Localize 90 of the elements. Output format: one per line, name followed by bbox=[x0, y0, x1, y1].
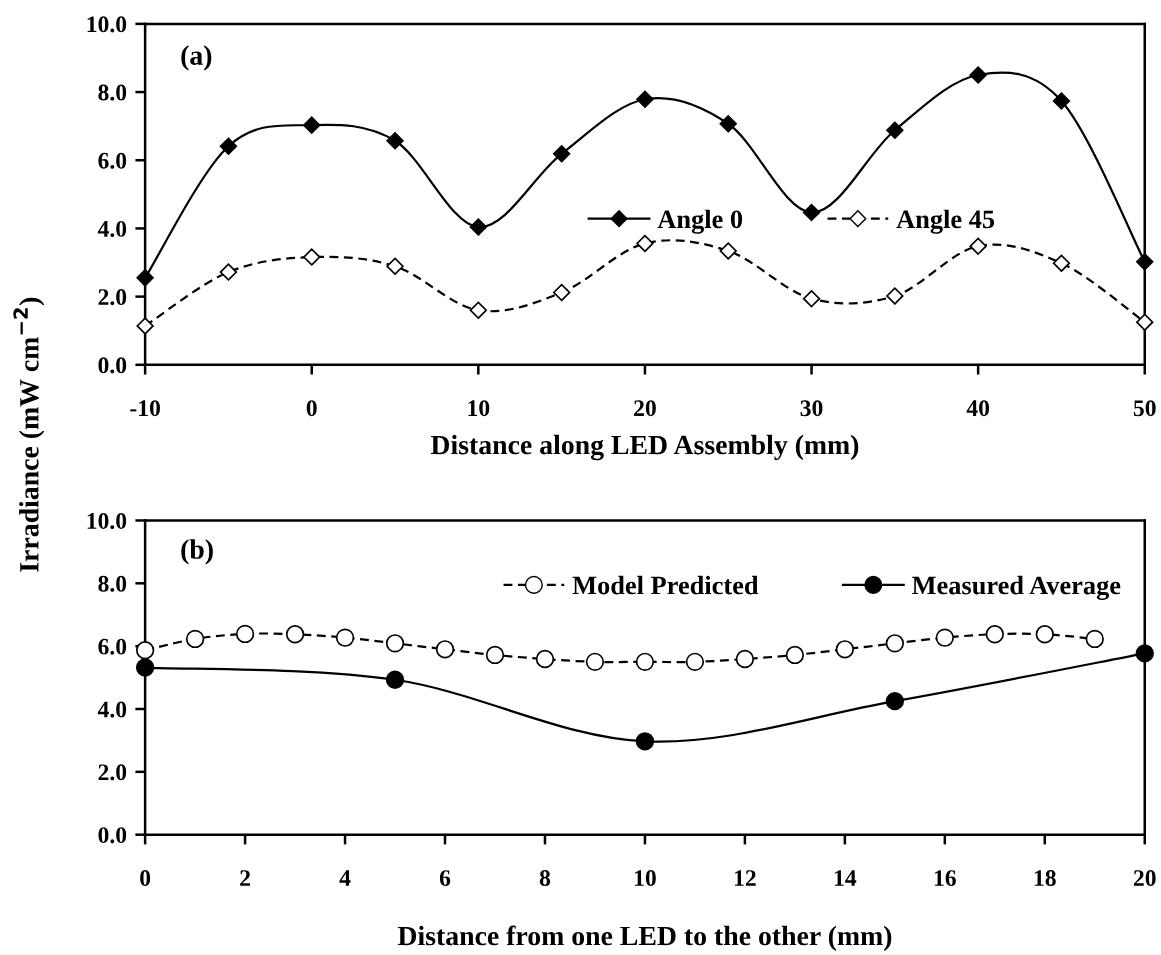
x-tick-label: 6 bbox=[439, 870, 451, 887]
point bbox=[635, 732, 655, 751]
point bbox=[435, 640, 455, 659]
point bbox=[385, 670, 405, 689]
x-tick-label: 20 bbox=[1133, 870, 1156, 887]
point bbox=[802, 289, 821, 308]
point bbox=[219, 137, 238, 155]
y-tick-label: 10.0 bbox=[87, 512, 127, 529]
x-tick-label: 18 bbox=[1034, 870, 1056, 887]
y-tick-label: 4.0 bbox=[97, 220, 127, 237]
point bbox=[185, 629, 205, 649]
point bbox=[535, 649, 555, 669]
point bbox=[935, 628, 954, 647]
point bbox=[985, 625, 1004, 644]
point bbox=[636, 90, 654, 108]
legend-label: Angle 0 bbox=[657, 209, 743, 234]
x-tick-label: 10 bbox=[635, 870, 656, 887]
point bbox=[1136, 253, 1154, 271]
point bbox=[485, 645, 505, 665]
point bbox=[969, 66, 987, 84]
y-tick-label: 0.0 bbox=[98, 827, 127, 844]
x-tick-label: 50 bbox=[1133, 400, 1156, 417]
legend-label: Angle 45 bbox=[896, 209, 995, 234]
y-tick-label: 2.0 bbox=[98, 764, 127, 781]
point bbox=[385, 634, 405, 653]
x-tick-label: 10 bbox=[468, 400, 490, 417]
point bbox=[885, 691, 905, 711]
point bbox=[886, 287, 904, 305]
annotation: (b) bbox=[181, 539, 213, 565]
point bbox=[136, 317, 154, 335]
point bbox=[1052, 254, 1071, 272]
point bbox=[585, 652, 605, 672]
legend-label: Model Predicted bbox=[572, 575, 759, 595]
y-tick-label: 0.0 bbox=[98, 357, 127, 374]
point bbox=[785, 645, 805, 665]
point bbox=[335, 628, 355, 647]
point bbox=[386, 132, 404, 150]
annotation: (a) bbox=[181, 45, 212, 71]
point bbox=[386, 257, 404, 275]
point bbox=[719, 242, 737, 260]
point bbox=[136, 269, 154, 287]
point bbox=[552, 283, 571, 302]
point bbox=[835, 640, 855, 659]
point bbox=[719, 115, 737, 133]
point bbox=[469, 218, 488, 236]
x-tick-label: 16 bbox=[934, 870, 956, 887]
x-axis-title: Distance from one LED to the other (mm) bbox=[397, 925, 892, 951]
point bbox=[1035, 625, 1054, 644]
point bbox=[1052, 92, 1071, 110]
point bbox=[1135, 644, 1154, 663]
point bbox=[685, 652, 705, 672]
point bbox=[1136, 313, 1154, 331]
point bbox=[969, 237, 987, 255]
point bbox=[635, 652, 655, 672]
x-tick-label: 0 bbox=[306, 400, 317, 417]
point bbox=[636, 234, 654, 253]
x-tick-label: 2 bbox=[240, 870, 250, 886]
point bbox=[552, 145, 571, 163]
x-tick-label: 12 bbox=[734, 870, 756, 886]
y-tick-label: 6.0 bbox=[98, 638, 127, 655]
point bbox=[735, 649, 755, 669]
x-tick-label: 20 bbox=[634, 400, 656, 417]
y-axis-title: Irradiance (mW cm$^{−2}$) bbox=[13, 297, 45, 572]
point bbox=[886, 121, 904, 139]
point bbox=[135, 641, 155, 660]
point bbox=[802, 203, 821, 222]
point bbox=[303, 116, 321, 134]
point bbox=[219, 263, 238, 281]
point bbox=[303, 248, 321, 266]
x-tick-label: 0 bbox=[140, 870, 151, 887]
y-tick-label: 4.0 bbox=[97, 701, 127, 718]
y-tick-label: 8.0 bbox=[98, 575, 127, 592]
x-axis-title: Distance along LED Assembly (mm) bbox=[430, 434, 859, 461]
point bbox=[285, 625, 305, 644]
y-tick-label: 10.0 bbox=[87, 16, 127, 33]
point bbox=[135, 658, 155, 677]
x-tick-label: 4 bbox=[339, 870, 351, 886]
x-tick-label: 40 bbox=[966, 400, 990, 417]
x-tick-label: -10 bbox=[130, 400, 160, 417]
x-tick-label: 30 bbox=[800, 400, 823, 417]
point bbox=[1085, 629, 1104, 649]
legend-label: Measured Average bbox=[912, 575, 1121, 600]
x-tick-label: 14 bbox=[834, 870, 857, 886]
y-tick-label: 8.0 bbox=[98, 84, 127, 101]
point bbox=[235, 624, 255, 644]
y-tick-label: 6.0 bbox=[98, 152, 127, 169]
point bbox=[885, 634, 905, 653]
point bbox=[469, 301, 488, 319]
y-tick-label: 2.0 bbox=[98, 289, 127, 306]
x-tick-label: 8 bbox=[539, 870, 551, 887]
